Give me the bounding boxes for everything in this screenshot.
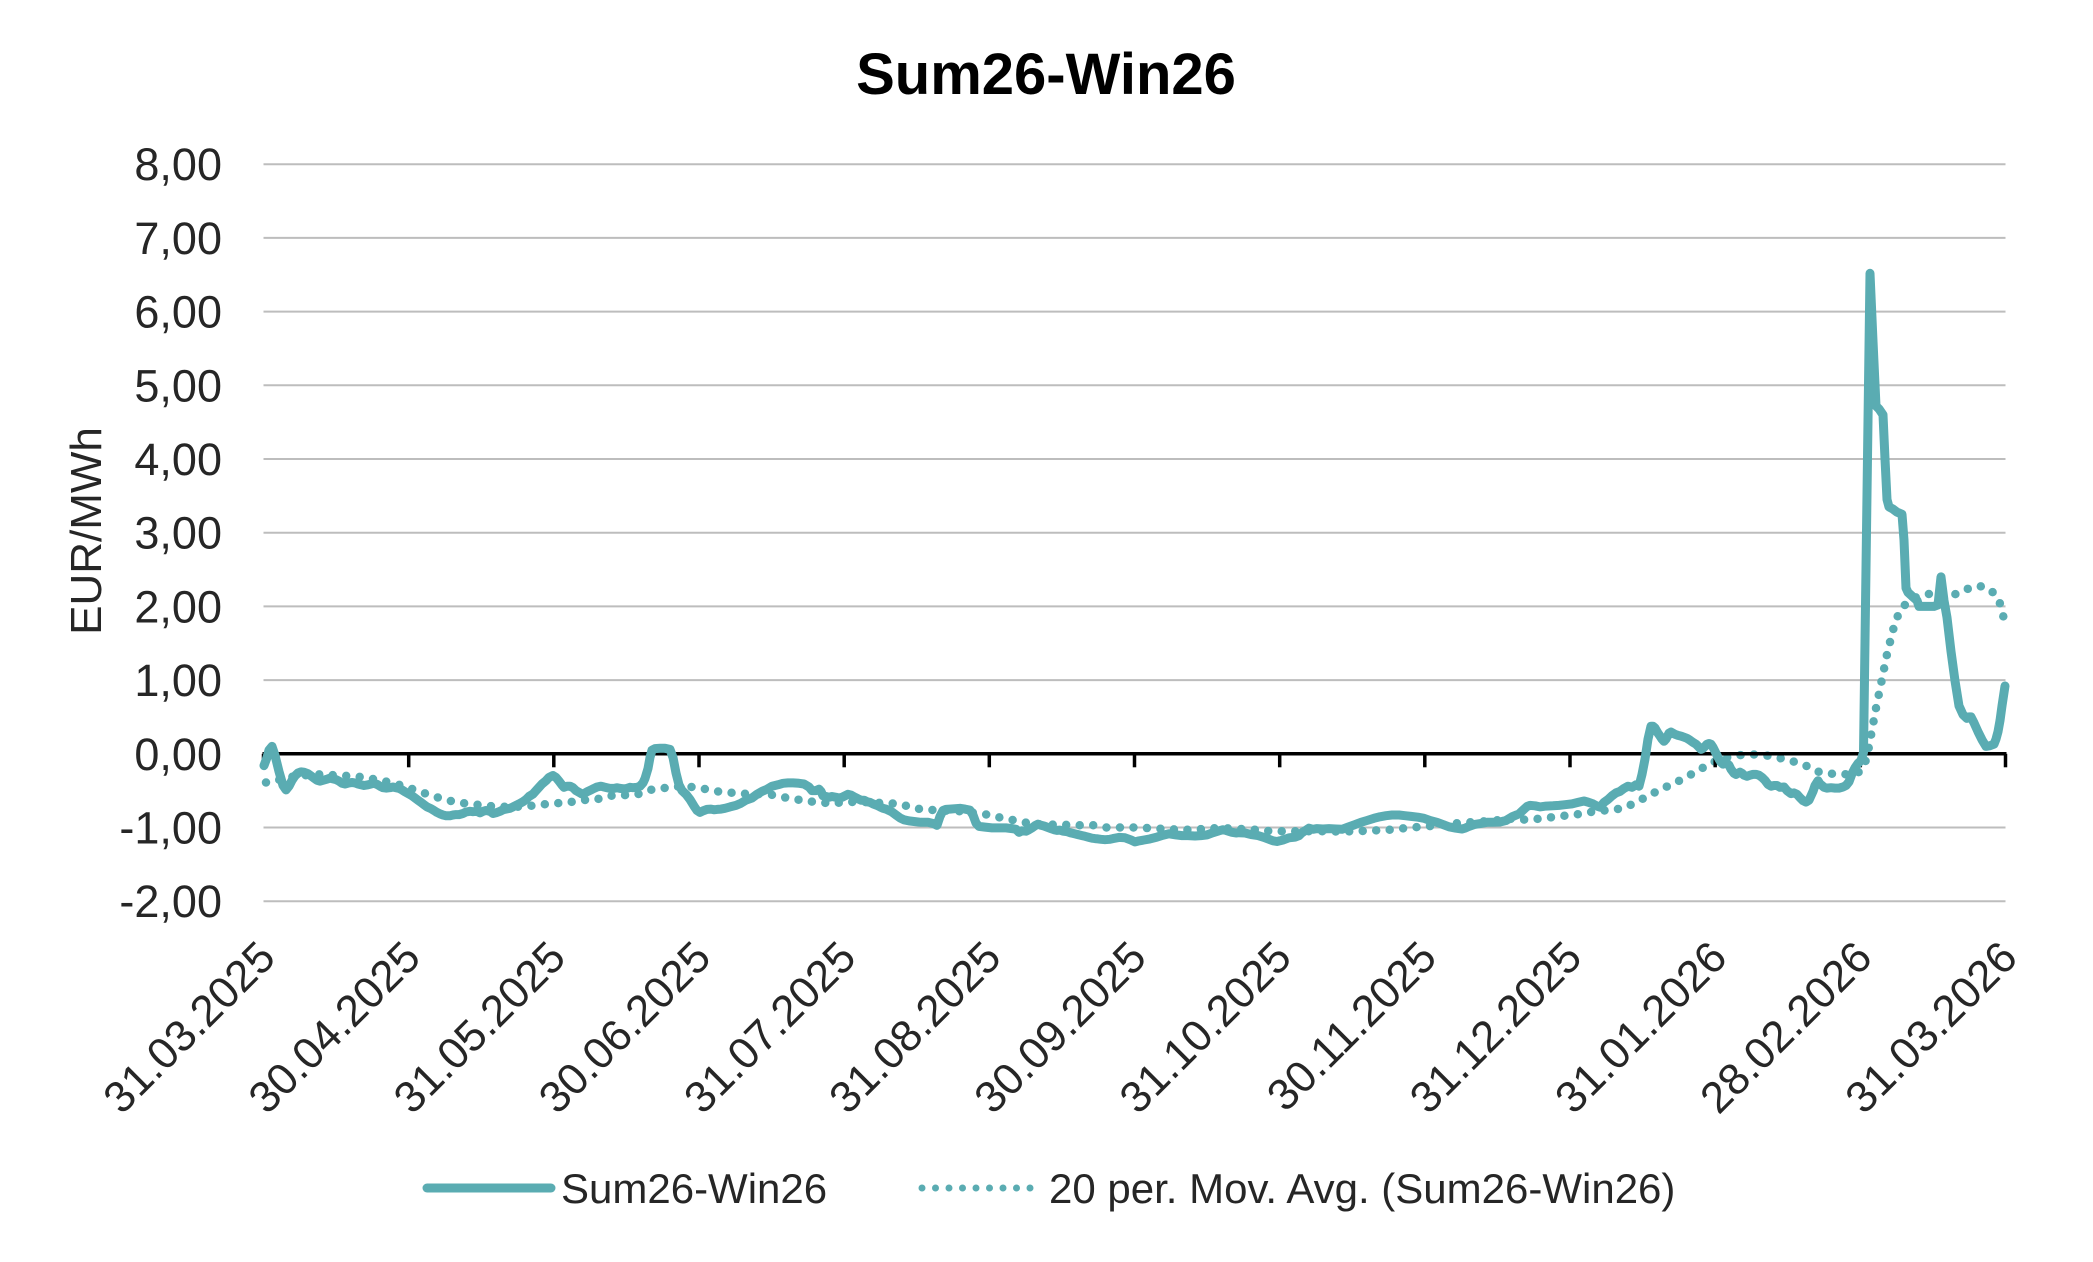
svg-text:-1,00: -1,00 — [119, 803, 222, 854]
svg-text:EUR/MWh: EUR/MWh — [62, 427, 111, 635]
svg-text:1,00: 1,00 — [134, 655, 222, 706]
svg-text:5,00: 5,00 — [134, 360, 222, 411]
svg-text:4,00: 4,00 — [134, 434, 222, 485]
svg-text:2,00: 2,00 — [134, 581, 222, 632]
svg-text:20 per. Mov. Avg. (Sum26-Win26: 20 per. Mov. Avg. (Sum26-Win26) — [1049, 1165, 1675, 1212]
svg-text:3,00: 3,00 — [134, 508, 222, 559]
svg-text:6,00: 6,00 — [134, 287, 222, 338]
svg-text:0,00: 0,00 — [134, 729, 222, 780]
svg-text:Sum26-Win26: Sum26-Win26 — [856, 42, 1236, 107]
svg-text:8,00: 8,00 — [134, 139, 222, 190]
svg-text:7,00: 7,00 — [134, 213, 222, 264]
svg-text:-2,00: -2,00 — [119, 876, 222, 927]
svg-text:Sum26-Win26: Sum26-Win26 — [561, 1165, 827, 1212]
